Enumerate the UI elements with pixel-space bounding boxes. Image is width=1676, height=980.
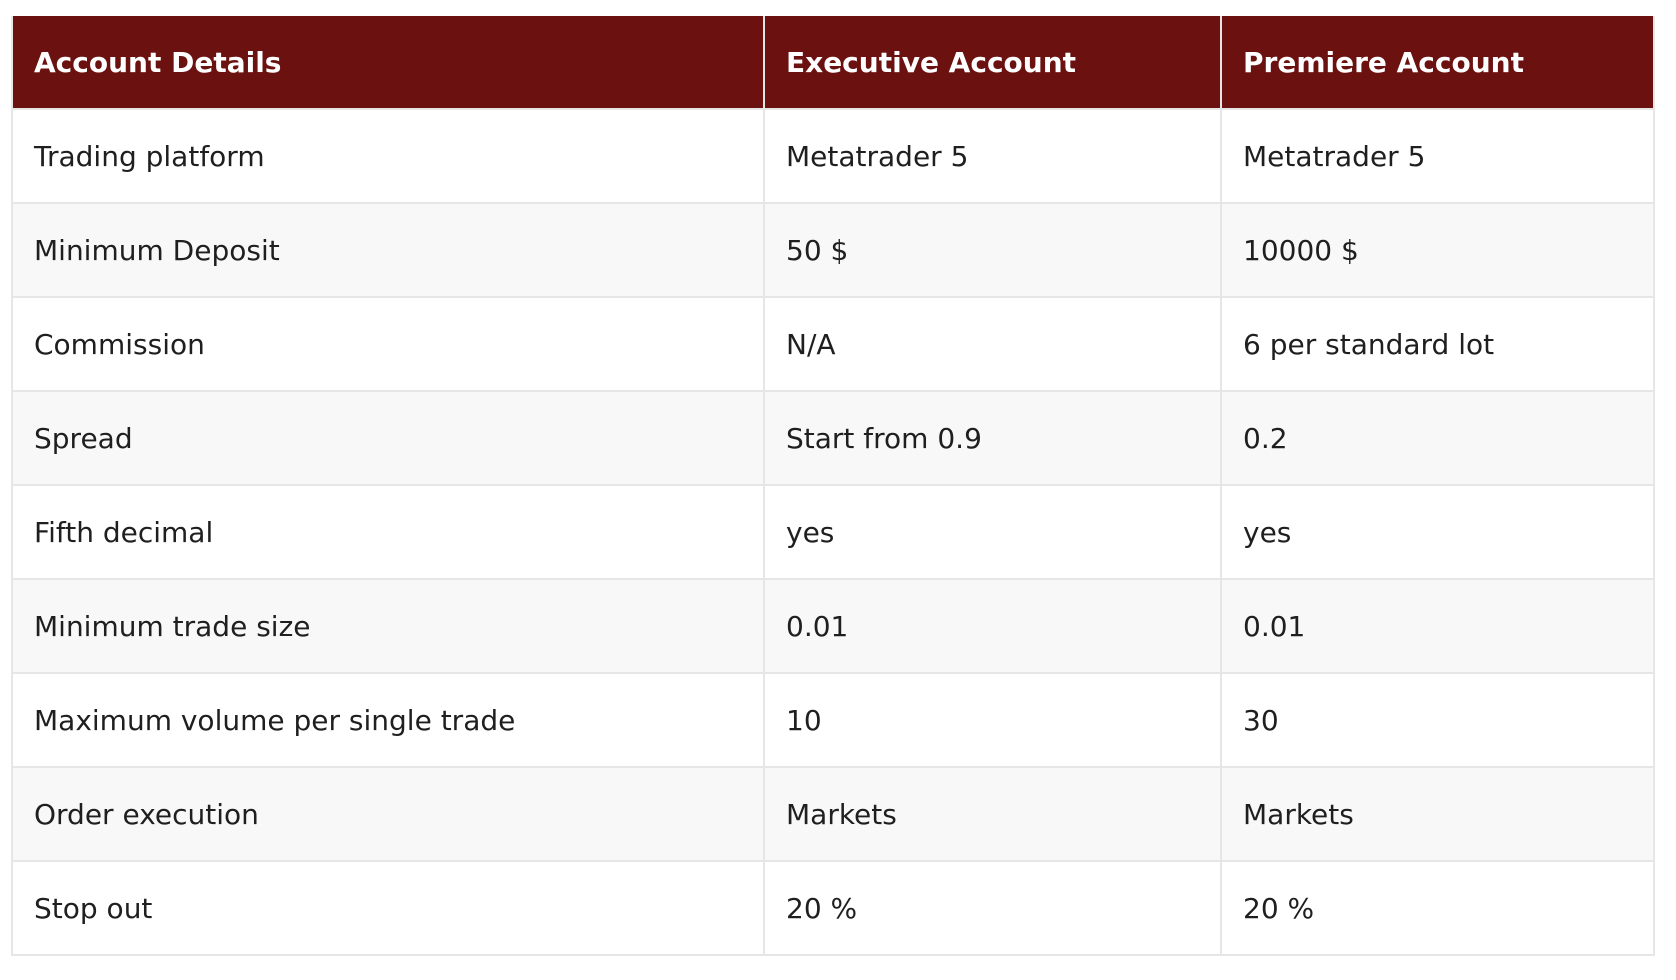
premiere-value: 30 [1220,672,1655,768]
row-label: Stop out [11,860,765,956]
header-row: Account Details Executive Account Premie… [11,16,1655,109]
executive-value: 20 % [763,860,1222,956]
row-label: Minimum trade size [11,578,765,674]
table-row: Spread Start from 0.9 0.2 [11,390,1655,486]
premiere-value: 10000 $ [1220,202,1655,298]
executive-value: 50 $ [763,202,1222,298]
executive-value: Metatrader 5 [763,108,1222,204]
header-premiere-account: Premiere Account [1220,16,1655,109]
executive-value: Markets [763,766,1222,862]
executive-value: N/A [763,296,1222,392]
premiere-value: 0.01 [1220,578,1655,674]
premiere-value: Markets [1220,766,1655,862]
executive-value: 0.01 [763,578,1222,674]
executive-value: yes [763,484,1222,580]
row-label: Order execution [11,766,765,862]
executive-value: 10 [763,672,1222,768]
row-label: Fifth decimal [11,484,765,580]
row-label: Maximum volume per single trade [11,672,765,768]
header-account-details: Account Details [11,16,765,109]
table-row: Order execution Markets Markets [11,766,1655,862]
executive-value: Start from 0.9 [763,390,1222,486]
table-row: Minimum Deposit 50 $ 10000 $ [11,202,1655,298]
table-row: Commission N/A 6 per standard lot [11,296,1655,392]
table-header: Account Details Executive Account Premie… [11,16,1655,109]
premiere-value: 6 per standard lot [1220,296,1655,392]
premiere-value: 0.2 [1220,390,1655,486]
premiere-value: yes [1220,484,1655,580]
account-comparison-table: Account Details Executive Account Premie… [11,16,1655,956]
premiere-value: 20 % [1220,860,1655,956]
table-row: Fifth decimal yes yes [11,484,1655,580]
table-row: Trading platform Metatrader 5 Metatrader… [11,108,1655,204]
header-executive-account: Executive Account [763,16,1222,109]
row-label: Minimum Deposit [11,202,765,298]
premiere-value: Metatrader 5 [1220,108,1655,204]
account-comparison-table-container: Account Details Executive Account Premie… [11,16,1655,956]
row-label: Trading platform [11,108,765,204]
table-row: Minimum trade size 0.01 0.01 [11,578,1655,674]
table-row: Maximum volume per single trade 10 30 [11,672,1655,768]
row-label: Spread [11,390,765,486]
table-body: Trading platform Metatrader 5 Metatrader… [11,108,1655,956]
table-row: Stop out 20 % 20 % [11,860,1655,956]
row-label: Commission [11,296,765,392]
